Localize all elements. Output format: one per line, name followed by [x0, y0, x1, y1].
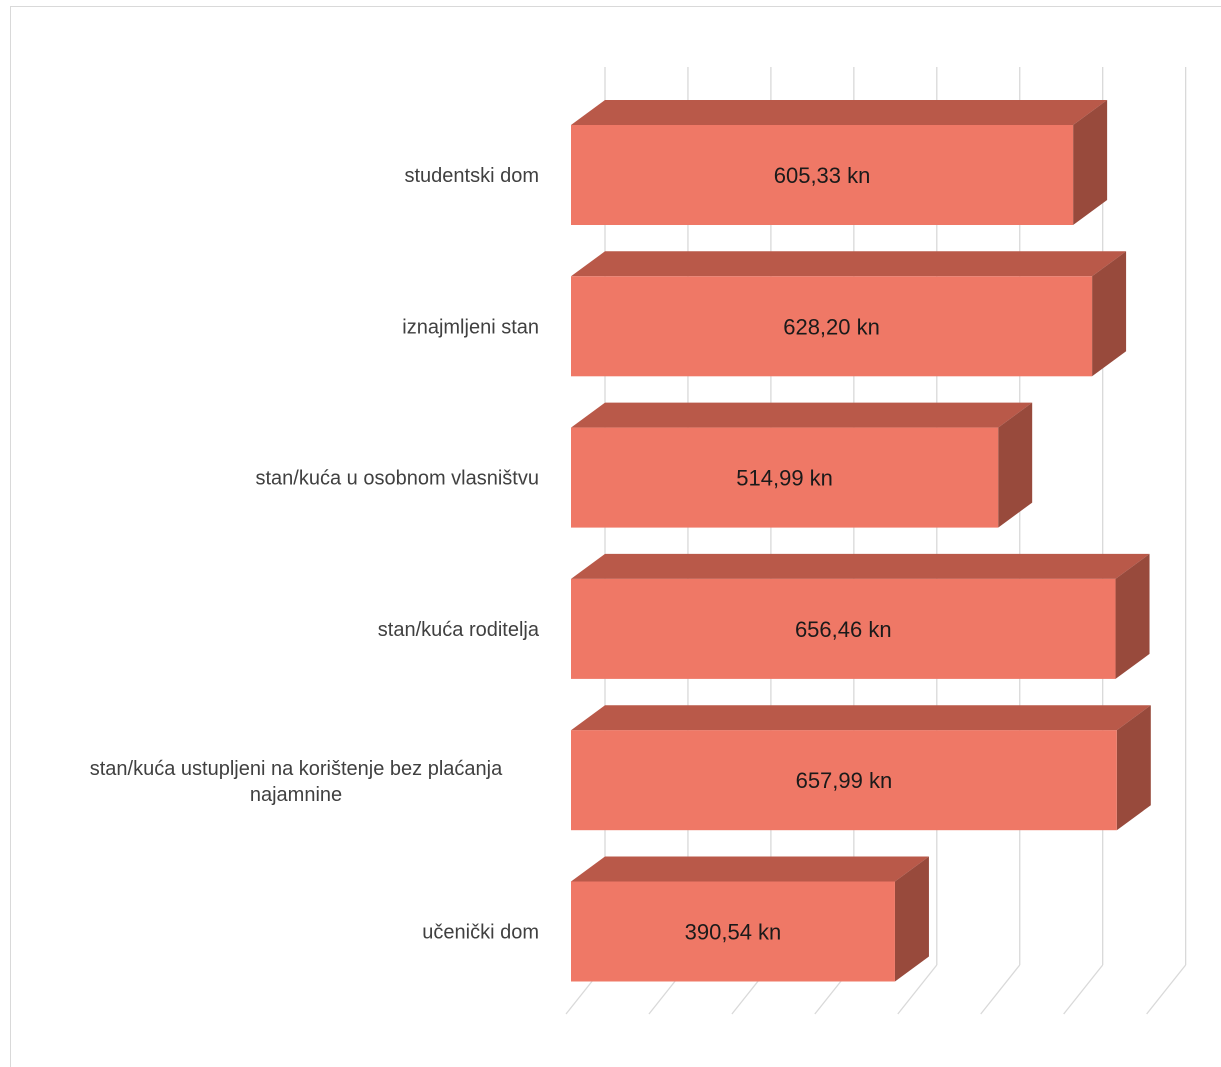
category-label: stan/kuća u osobnom vlasništvu [256, 468, 540, 490]
data-label: 605,33 kn [774, 163, 871, 188]
bar-top-face [571, 251, 1127, 277]
bars: 605,33 kn 628,20 kn 514,99 kn 656,46 kn 657,… [571, 100, 1151, 982]
data-label: 514,99 kn [736, 466, 833, 491]
bar [571, 881, 895, 982]
bar [571, 730, 1117, 831]
data-label: 390,54 kn [685, 920, 782, 945]
data-label: 628,20 kn [783, 314, 880, 339]
bar [571, 125, 1074, 225]
bar-top-face [571, 856, 929, 882]
category-label: iznajmljeni stan [402, 316, 539, 338]
bar-top-face [571, 402, 1033, 428]
bar-side-face [894, 856, 929, 982]
bar-side-face [1073, 100, 1108, 225]
category-label: stan/kuća ustupljeni na korištenje bez p… [90, 758, 503, 780]
bar-side-face [1115, 553, 1150, 679]
bar [571, 578, 1116, 679]
bar-side-face [998, 402, 1033, 528]
bar-top-face [571, 100, 1108, 125]
bar [571, 276, 1093, 377]
gridline-floor [897, 964, 938, 1015]
data-label: 656,46 kn [795, 617, 892, 642]
gridline-floor [1063, 964, 1104, 1015]
gridline-floor [1146, 964, 1187, 1015]
bar-top-face [571, 705, 1151, 731]
gridline-floor [980, 964, 1021, 1015]
category-labels: studentski dom iznajmljeni stan stan/kuća … [90, 165, 540, 944]
category-label: učenički dom [422, 922, 539, 944]
bar-side-face [1092, 251, 1127, 377]
bar [571, 427, 999, 528]
category-label: studentski dom [404, 165, 539, 187]
category-label: stan/kuća roditelja [378, 619, 540, 641]
bar-side-face [1116, 705, 1151, 831]
data-label: 657,99 kn [796, 768, 893, 793]
chart-frame [10, 6, 1221, 1067]
bar-top-face [571, 553, 1150, 579]
category-label: najamnine [250, 784, 342, 806]
